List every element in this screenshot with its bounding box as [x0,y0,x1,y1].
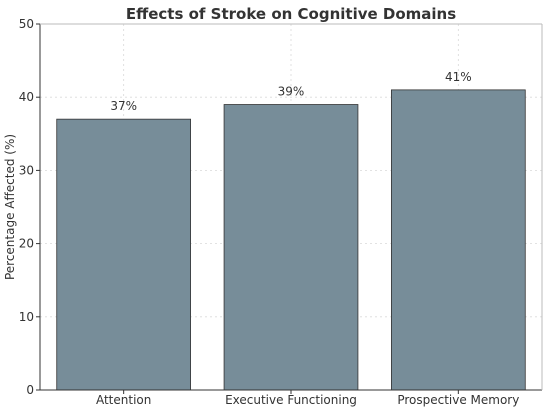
x-tick-label: Attention [96,393,151,407]
bar-value-label: 41% [445,70,472,84]
y-tick-label: 50 [19,17,34,31]
y-tick-label: 40 [19,90,34,104]
x-tick-label: Executive Functioning [225,393,357,407]
bar-value-label: 37% [110,99,137,113]
data-labels: 37% 39% 41% [110,70,471,113]
y-tick-label: 20 [19,237,34,251]
bar-executive-functioning [223,104,359,391]
bars [56,89,526,391]
y-tick-label: 30 [19,163,34,177]
bar-value-label: 39% [278,85,305,99]
y-tick-label: 0 [26,383,34,397]
bar-attention [56,118,192,391]
y-axis-label: Percentage Affected (%) [3,134,17,280]
chart-title: Effects of Stroke on Cognitive Domains [126,5,456,23]
bar-prospective-memory [390,89,526,391]
y-tick-label: 10 [19,310,34,324]
x-ticks: Attention Executive Functioning Prospectiv… [96,390,519,407]
y-ticks: 0 10 20 30 40 50 [19,17,40,397]
x-tick-label: Prospective Memory [397,393,519,407]
